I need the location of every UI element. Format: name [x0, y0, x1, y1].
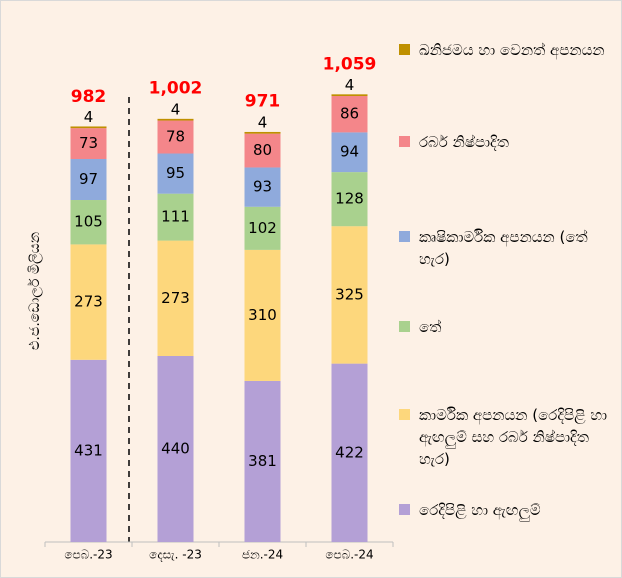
- bar-segment: [157, 193, 194, 241]
- value-label: 102: [248, 219, 277, 237]
- bar-segment: [244, 131, 281, 134]
- value-label: 86: [340, 105, 359, 123]
- value-label: 97: [79, 170, 98, 188]
- value-label: 440: [161, 440, 190, 458]
- x-tick-label: පෙබ.-23: [64, 548, 112, 562]
- value-label: 93: [253, 178, 272, 196]
- value-label: 310: [248, 306, 277, 324]
- value-label: 80: [253, 141, 272, 159]
- bar-segment: [244, 380, 281, 542]
- value-label: 4: [345, 76, 355, 94]
- bar-segment: [70, 359, 107, 542]
- value-label: 381: [248, 452, 277, 470]
- bar-segment: [331, 132, 368, 173]
- legend-label: කාර්මික අපනයන (රෙදිපිළි හා ඇඟලුම් සහ රබර…: [419, 406, 608, 468]
- bar-segment: [157, 118, 194, 121]
- bar-segment: [70, 159, 107, 201]
- value-label: 111: [161, 208, 190, 226]
- bar-segment: [244, 206, 281, 250]
- legend-swatch: [399, 44, 410, 55]
- value-label: 73: [79, 134, 98, 152]
- value-label: 4: [258, 113, 268, 131]
- legend-item: තේ: [399, 316, 614, 338]
- legend-label: තේ: [419, 318, 442, 336]
- legend-item: රබර් නිෂ්පාදිත: [399, 131, 614, 153]
- bar-segment: [244, 167, 281, 207]
- value-label: 4: [171, 100, 181, 118]
- legend-item: කෘෂිකාර්මික අපනයන (තේ හැර): [399, 226, 614, 270]
- total-label: 982: [71, 87, 107, 107]
- bar-segment: [244, 133, 281, 168]
- legend-item: රෙදිපිළි හා ඇඟලුම්: [399, 499, 614, 521]
- legend-label: කෘෂිකාර්මික අපනයන (තේ හැර): [419, 228, 588, 268]
- legend-label: රෙදිපිළි හා ඇඟලුම්: [419, 501, 541, 519]
- bar-segment: [70, 200, 107, 245]
- value-label: 4: [84, 108, 94, 126]
- legend-label: ඛනිජමය හා වෙනත් අපනයන: [419, 41, 605, 59]
- bar-segment: [331, 172, 368, 227]
- legend-swatch: [399, 504, 410, 515]
- bar-segment: [244, 249, 281, 381]
- value-label: 95: [166, 164, 185, 182]
- legend-item: ඛනිජමය හා වෙනත් අපනයන: [399, 39, 614, 61]
- bar-segment: [331, 94, 368, 97]
- value-label: 94: [340, 143, 359, 161]
- total-label: 971: [245, 92, 281, 112]
- y-axis-label: එ.ජ.ඩොලර් මිලියන: [27, 232, 43, 350]
- value-label: 422: [335, 443, 364, 461]
- x-tick-label: දෙසැ. -23: [149, 548, 202, 562]
- total-label: 1,002: [149, 78, 203, 98]
- total-label: 1,059: [323, 54, 377, 74]
- value-label: 325: [335, 285, 364, 303]
- x-tick-label: ජන.-24: [242, 548, 283, 562]
- value-label: 105: [74, 213, 103, 231]
- bar-segment: [70, 126, 107, 129]
- legend-swatch: [399, 136, 410, 147]
- bar-segment: [70, 128, 107, 160]
- bar-segment: [157, 153, 194, 194]
- bar-segment: [331, 96, 368, 133]
- legend-label: රබර් නිෂ්පාදිත: [419, 133, 509, 151]
- bar-segment: [157, 120, 194, 154]
- legend-swatch: [399, 321, 410, 332]
- x-tick-label: පෙබ.-24: [325, 548, 373, 562]
- bar-segment: [157, 240, 194, 356]
- bar-segment: [331, 363, 368, 542]
- value-label: 78: [166, 128, 185, 146]
- value-label: 273: [161, 289, 190, 307]
- bar-segment: [157, 356, 194, 542]
- legend-swatch: [399, 409, 410, 420]
- value-label: 273: [74, 293, 103, 311]
- bar-segment: [331, 226, 368, 364]
- bar-segment: [70, 244, 107, 360]
- legend-swatch: [399, 231, 410, 242]
- value-label: 128: [335, 190, 364, 208]
- value-label: 431: [74, 441, 103, 459]
- legend-item: කාර්මික අපනයන (රෙදිපිළි හා ඇඟලුම් සහ රබර…: [399, 404, 614, 470]
